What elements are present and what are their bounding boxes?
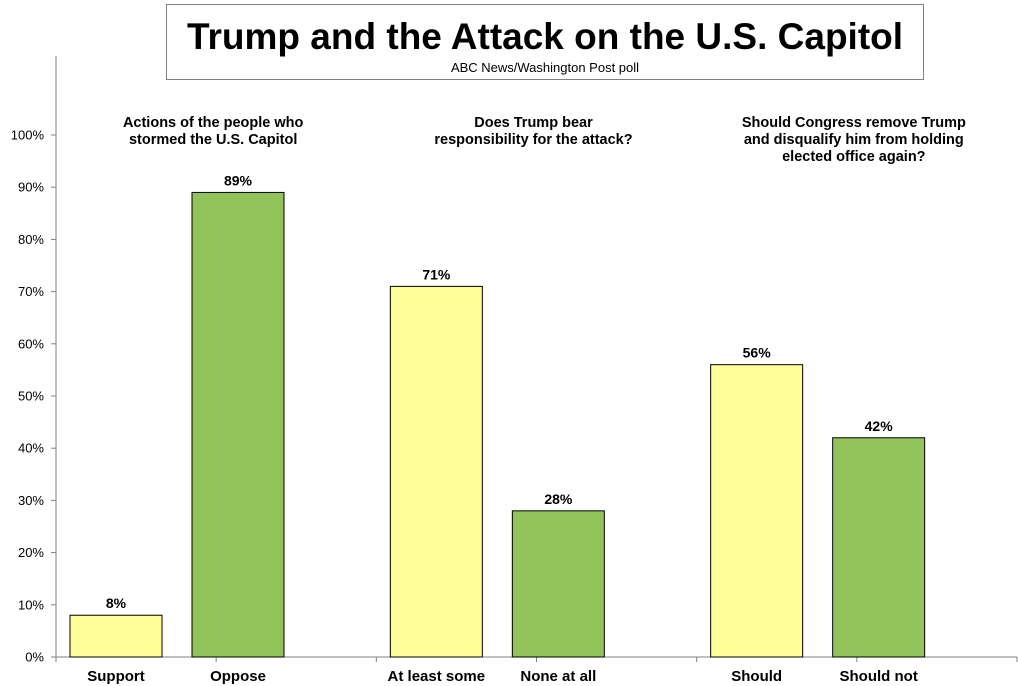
group-question-line: responsibility for the attack? bbox=[434, 132, 632, 148]
category-label: Should not bbox=[840, 668, 918, 685]
group-question-line: and disqualify him from holding bbox=[744, 132, 964, 148]
data-label: 42% bbox=[865, 418, 894, 434]
y-tick-label: 0% bbox=[25, 650, 44, 665]
bar-support bbox=[69, 614, 163, 658]
bar-should-not bbox=[832, 437, 926, 658]
bar-none-at-all bbox=[511, 510, 605, 658]
y-tick-label: 30% bbox=[18, 493, 44, 508]
data-label: 89% bbox=[224, 172, 253, 188]
group-question-line: elected office again? bbox=[782, 149, 926, 165]
data-label: 8% bbox=[106, 595, 127, 611]
y-tick-label: 70% bbox=[18, 284, 44, 299]
category-label: None at all bbox=[520, 668, 596, 685]
group-question-line: stormed the U.S. Capitol bbox=[129, 132, 297, 148]
title-box: Trump and the Attack on the U.S. Capitol… bbox=[166, 4, 924, 80]
category-label: Oppose bbox=[210, 668, 266, 685]
group-question-line: Should Congress remove Trump bbox=[742, 115, 966, 131]
y-tick-label: 90% bbox=[18, 180, 44, 195]
y-tick-label: 50% bbox=[18, 389, 44, 404]
data-label: 28% bbox=[544, 491, 573, 507]
group-question-line: Does Trump bear bbox=[474, 115, 593, 131]
group-question-line: Actions of the people who bbox=[123, 115, 304, 131]
bar-should bbox=[710, 364, 804, 658]
y-tick-label: 60% bbox=[18, 336, 44, 351]
y-tick-label: 20% bbox=[18, 545, 44, 560]
category-label: Should bbox=[731, 668, 782, 685]
data-label: 56% bbox=[743, 345, 772, 361]
chart-subtitle: ABC News/Washington Post poll bbox=[450, 60, 640, 75]
category-label: Support bbox=[87, 668, 145, 685]
bar-at-least-some bbox=[389, 285, 483, 658]
y-tick-label: 80% bbox=[18, 232, 44, 247]
category-label: At least some bbox=[388, 668, 486, 685]
bar-oppose bbox=[191, 191, 285, 658]
y-tick-label: 40% bbox=[18, 441, 44, 456]
chart-title: Trump and the Attack on the U.S. Capitol bbox=[186, 16, 904, 57]
y-tick-label: 10% bbox=[18, 597, 44, 612]
y-tick-label: 100% bbox=[11, 128, 45, 143]
data-label: 71% bbox=[422, 266, 451, 282]
